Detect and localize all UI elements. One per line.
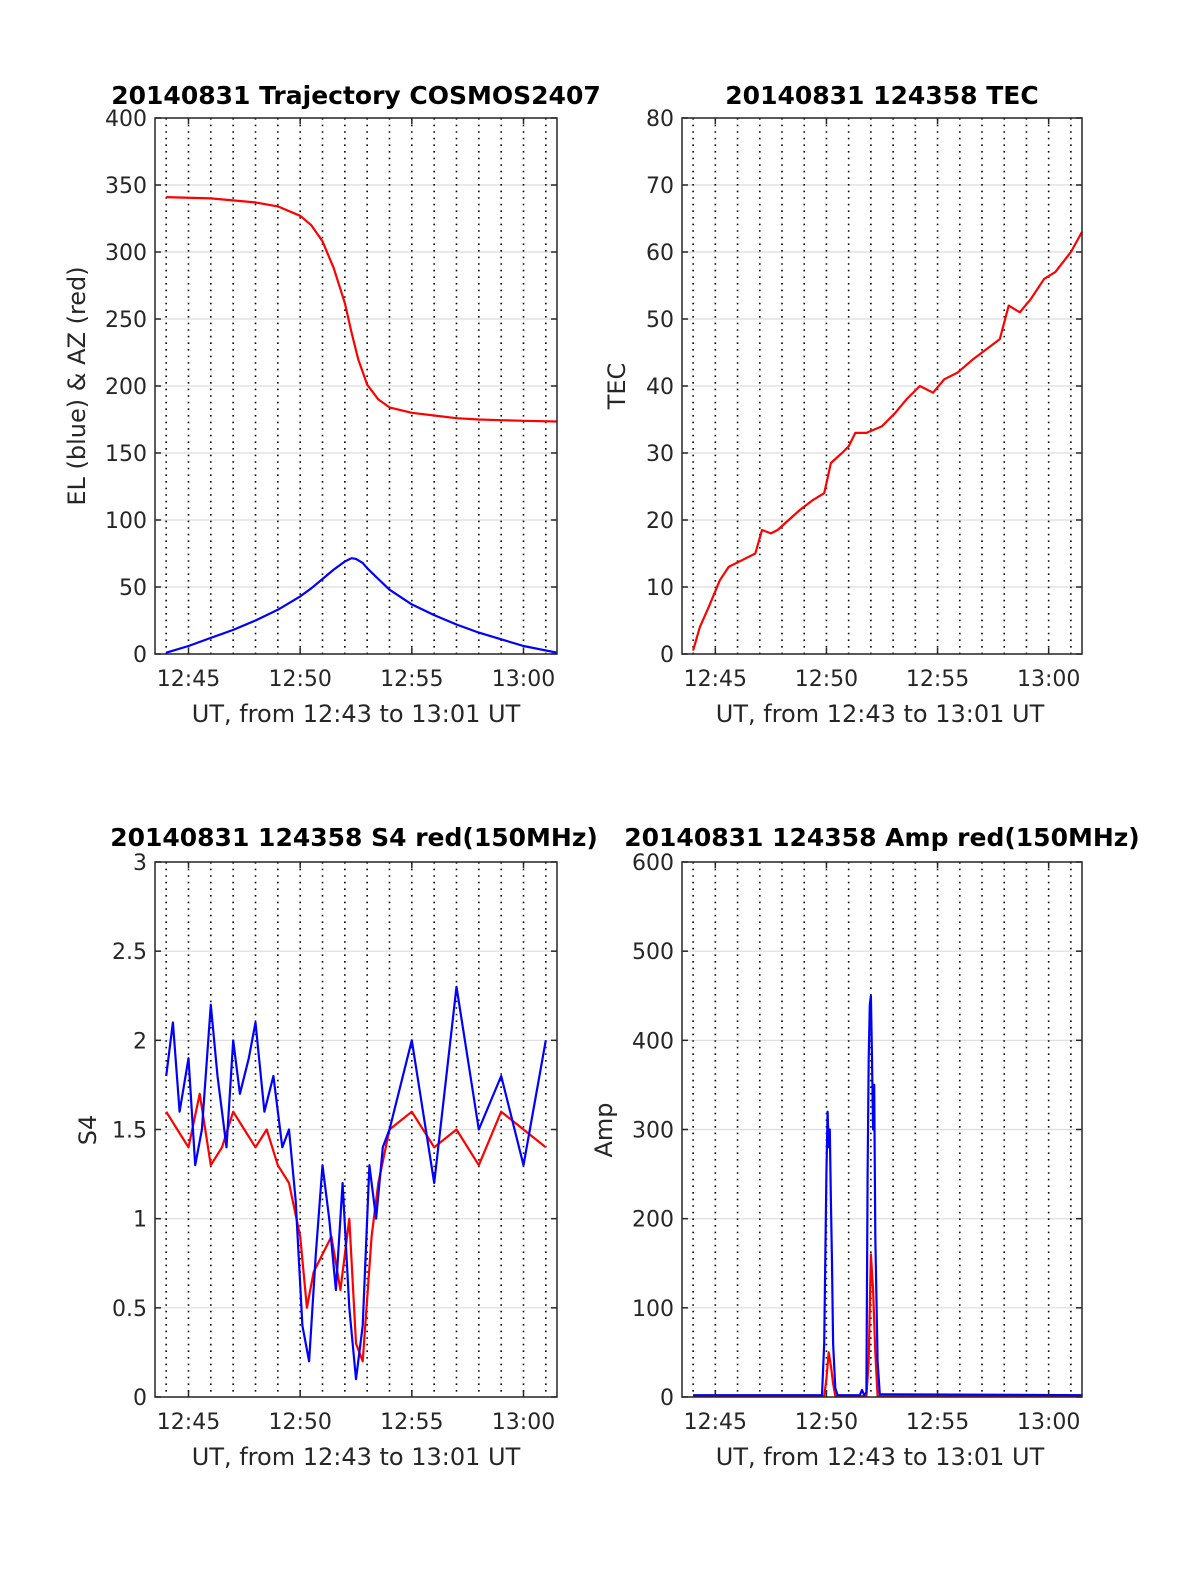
trajectory-xtick-label: 12:50 [268,667,331,692]
s4-xtick-label: 12:45 [157,1410,220,1435]
trajectory-ytick-label: 250 [105,308,147,333]
s4-ytick-label: 1 [133,1208,147,1233]
trajectory-ytick-label: 200 [105,375,147,400]
s4-ytick-label: 2 [133,1029,147,1054]
trajectory-series-0 [166,196,558,423]
amp-ytick-label: 0 [660,1386,674,1411]
tec-ytick-label: 40 [646,375,674,400]
amp-series-1 [693,994,1083,1397]
trajectory-axes: 0 50 100 150 200 250 300 350 400 12:45 12:50 12:55 1… [63,81,601,728]
amp-ytick-label: 500 [632,940,674,965]
amp-ytick-label: 200 [632,1208,674,1233]
s4-series-1 [165,985,547,1381]
amp-xtick-label: 12:55 [906,1410,969,1435]
tec-ytick-label: 30 [646,442,674,467]
trajectory-ytick-label: 400 [105,107,147,132]
s4-xtick-label: 12:55 [380,1410,443,1435]
trajectory-xtick-label: 12:55 [380,667,443,692]
tec-series-0 [692,231,1083,651]
trajectory-xlabel: UT, from 12:43 to 13:01 UT [192,700,521,728]
s4-ytick-label: 2.5 [112,940,147,965]
amp-ytick-label: 100 [632,1297,674,1322]
amp-ytick-label: 600 [632,851,674,876]
tec-ylabel: TEC [603,363,631,411]
s4-ytick-label: 3 [133,851,147,876]
tec-ytick-label: 60 [646,241,674,266]
trajectory-ytick-label: 150 [105,442,147,467]
amp-ytick-label: 400 [632,1029,674,1054]
tec-xlabel: UT, from 12:43 to 13:01 UT [716,700,1045,728]
amp-series-0 [693,1253,1082,1398]
tec-ytick-label: 20 [646,509,674,534]
amp-xtick-label: 13:00 [1017,1410,1080,1435]
tec-ytick-label: 70 [646,174,674,199]
tec-xtick-label: 12:50 [795,667,858,692]
amp-ytick-label: 300 [632,1119,674,1144]
s4-ylabel: S4 [74,1115,102,1146]
trajectory-title: 20140831 Trajectory COSMOS2407 [111,81,601,110]
trajectory-series-1 [165,557,558,654]
s4-ytick-label: 0 [133,1386,147,1411]
s4-xtick-label: 13:00 [492,1410,555,1435]
tec-axes: 0 10 20 30 40 50 60 70 80 12:45 12:50 12:55 13:00 20… [603,81,1083,728]
tec-ytick-label: 50 [646,308,674,333]
tec-xtick-label: 12:55 [906,667,969,692]
s4-xlabel: UT, from 12:43 to 13:01 UT [192,1443,521,1471]
trajectory-ytick-label: 50 [119,576,147,601]
tec-ytick-label: 80 [646,107,674,132]
trajectory-ytick-label: 300 [105,241,147,266]
s4-series-0 [165,1092,547,1363]
amp-xtick-label: 12:45 [684,1410,747,1435]
s4-axes: 0 0.5 1 1.5 2 2.5 3 12:45 12:50 12:55 13:00 201408… [74,823,598,1471]
s4-xtick-label: 12:50 [268,1410,331,1435]
s4-ytick-label: 0.5 [112,1297,147,1322]
amp-ylabel: Amp [590,1102,618,1157]
s4-ytick-label: 1.5 [112,1119,147,1144]
trajectory-ylabel: EL (blue) & AZ (red) [63,266,91,505]
amp-title: 20140831 124358 Amp red(150MHz) [624,823,1140,852]
trajectory-ytick-label: 100 [105,509,147,534]
amp-xlabel: UT, from 12:43 to 13:01 UT [716,1443,1045,1471]
trajectory-ytick-label: 350 [105,174,147,199]
tec-ytick-label: 10 [646,576,674,601]
tec-ytick-label: 0 [660,643,674,668]
tec-title: 20140831 124358 TEC [725,81,1038,110]
s4-title: 20140831 124358 S4 red(150MHz) [110,823,598,852]
tec-xtick-label: 13:00 [1017,667,1080,692]
amp-xtick-label: 12:50 [795,1410,858,1435]
trajectory-ytick-label: 0 [133,643,147,668]
trajectory-xtick-label: 12:45 [157,667,220,692]
tec-xtick-label: 12:45 [684,667,747,692]
trajectory-xtick-label: 13:00 [492,667,555,692]
